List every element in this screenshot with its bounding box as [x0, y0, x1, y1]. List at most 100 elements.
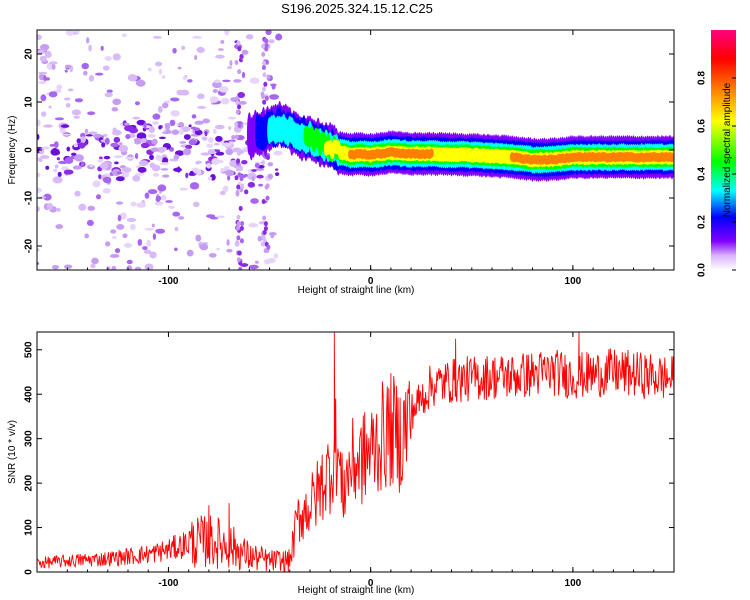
- spectrogram-speckle: [142, 246, 148, 251]
- spectrogram-speckle: [243, 173, 248, 177]
- spectrogram-speckle: [204, 131, 208, 137]
- spectrogram-speckle: [73, 144, 79, 148]
- spectrogram-speckle: [88, 131, 98, 135]
- colorbar-tick-label: 0.8: [697, 71, 708, 85]
- spectrogram-speckle: [173, 167, 183, 172]
- spectrogram-speckle: [136, 202, 147, 208]
- spectrogram-streak: [236, 221, 241, 227]
- spectrogram-speckle: [134, 153, 139, 160]
- spectrogram-speckle: [116, 224, 125, 230]
- spectrogram-speckle: [241, 49, 249, 55]
- spectrogram-speckle: [146, 239, 151, 247]
- spectrogram-speckle: [206, 214, 216, 219]
- spectrogram-speckle: [255, 260, 259, 264]
- spectrogram-speckle: [154, 201, 164, 206]
- spectrogram-speckle: [226, 248, 233, 253]
- spectrogram-speckle: [158, 156, 163, 162]
- spectrogram-speckle: [66, 146, 71, 152]
- spectrogram-speckle: [165, 200, 173, 203]
- spectrogram-speckle: [37, 262, 40, 266]
- spectrogram-speckle: [121, 167, 132, 173]
- spectrogram-speckle: [71, 109, 82, 116]
- spectrogram-speckle: [251, 169, 257, 172]
- spectrogram-speckle: [124, 125, 134, 132]
- spectrogram-speckle: [53, 141, 59, 149]
- spectrogram-speckle: [94, 72, 104, 76]
- colorbar-tick-label: 0.6: [697, 119, 708, 133]
- spectrogram-speckle: [114, 161, 119, 165]
- spectrogram-speckle: [248, 264, 259, 270]
- spectrogram-speckle: [112, 98, 122, 106]
- spectrogram-speckle: [46, 202, 54, 211]
- spectrogram-speckle: [151, 164, 161, 172]
- snr-line-series: [37, 332, 674, 572]
- spectrogram-speckle: [196, 106, 207, 109]
- spectrogram-speckle: [51, 63, 56, 70]
- spectrogram-speckle: [152, 233, 157, 240]
- spectrogram-speckle: [127, 74, 138, 82]
- spectrogram-speckle: [78, 142, 86, 149]
- spectrogram-speckle: [99, 162, 109, 170]
- spectrogram-speckle: [65, 103, 71, 108]
- spectrogram-speckle: [189, 170, 194, 176]
- spectrogram-speckle: [231, 134, 236, 140]
- spectrogram-streak: [238, 205, 243, 211]
- spectrogram-speckle: [227, 175, 231, 181]
- spectrogram-speckle: [219, 86, 229, 93]
- spectrogram-streak: [237, 150, 242, 156]
- spectrogram-speckle: [233, 79, 242, 83]
- spectrogram-speckle: [140, 138, 147, 144]
- spectrogram-streak: [237, 69, 242, 75]
- spectrogram-speckle: [267, 162, 274, 167]
- spectrogram-ytick-label: 20: [24, 48, 35, 60]
- spectrogram-speckle: [134, 101, 140, 106]
- spectrogram-speckle: [275, 172, 280, 176]
- spectrogram-ytick-label: 10: [24, 96, 35, 108]
- spectrogram-speckle: [206, 162, 212, 169]
- spectrogram-speckle: [134, 172, 145, 176]
- spectrogram-streak: [265, 154, 270, 160]
- spectrogram-speckle: [159, 162, 170, 166]
- spectrogram-speckle: [227, 139, 236, 143]
- spectrogram-speckle: [209, 96, 219, 103]
- spectrogram-speckle: [225, 169, 235, 177]
- spectrogram-speckle: [157, 184, 167, 192]
- spectrogram-speckle: [37, 34, 42, 40]
- spectrogram-speckle: [170, 110, 180, 117]
- spectrogram-ytick-label: -20: [24, 238, 35, 253]
- spectrogram-speckle: [102, 65, 110, 71]
- spectrogram-speckle: [53, 168, 58, 173]
- spectrogram-speckle: [115, 201, 124, 205]
- spectrogram-speckle: [122, 233, 128, 239]
- spectrogram-speckle: [55, 224, 64, 230]
- spectrogram-speckle: [257, 235, 263, 242]
- spectrogram-speckle: [216, 149, 221, 153]
- spectrogram-speckle: [50, 148, 60, 156]
- spectrogram-streak: [240, 220, 245, 226]
- spectrogram-speckle: [49, 61, 58, 65]
- spectrogram-speckle: [144, 263, 154, 270]
- spectrogram-streak: [234, 122, 239, 128]
- spectrogram-speckle: [48, 91, 58, 98]
- spectrogram-speckle: [148, 126, 156, 134]
- spectrogram-speckle: [193, 127, 201, 132]
- spectrogram-speckle: [38, 80, 47, 85]
- spectrogram-speckle: [186, 79, 193, 83]
- spectrogram-speckle: [227, 116, 237, 120]
- spectrogram-streak: [234, 175, 239, 181]
- spectrogram-speckle: [40, 155, 50, 159]
- spectrogram-speckle: [98, 174, 102, 180]
- spectrogram-speckle: [85, 134, 93, 137]
- snr-xlabel: Height of straight line (km): [298, 585, 415, 596]
- spectrogram-streak: [262, 72, 267, 78]
- spectrogram-streak: [261, 86, 266, 92]
- spectrogram-speckle: [152, 120, 159, 126]
- spectrogram-streak: [235, 100, 240, 106]
- snr-ytick-label: 400: [24, 385, 35, 402]
- spectrogram-speckle: [137, 166, 147, 173]
- spectrogram-speckle: [134, 266, 142, 270]
- spectrogram-speckle: [161, 75, 166, 79]
- spectrogram-speckle: [137, 239, 143, 246]
- spectrogram-speckle: [199, 243, 209, 251]
- spectrogram-speckle: [215, 54, 225, 59]
